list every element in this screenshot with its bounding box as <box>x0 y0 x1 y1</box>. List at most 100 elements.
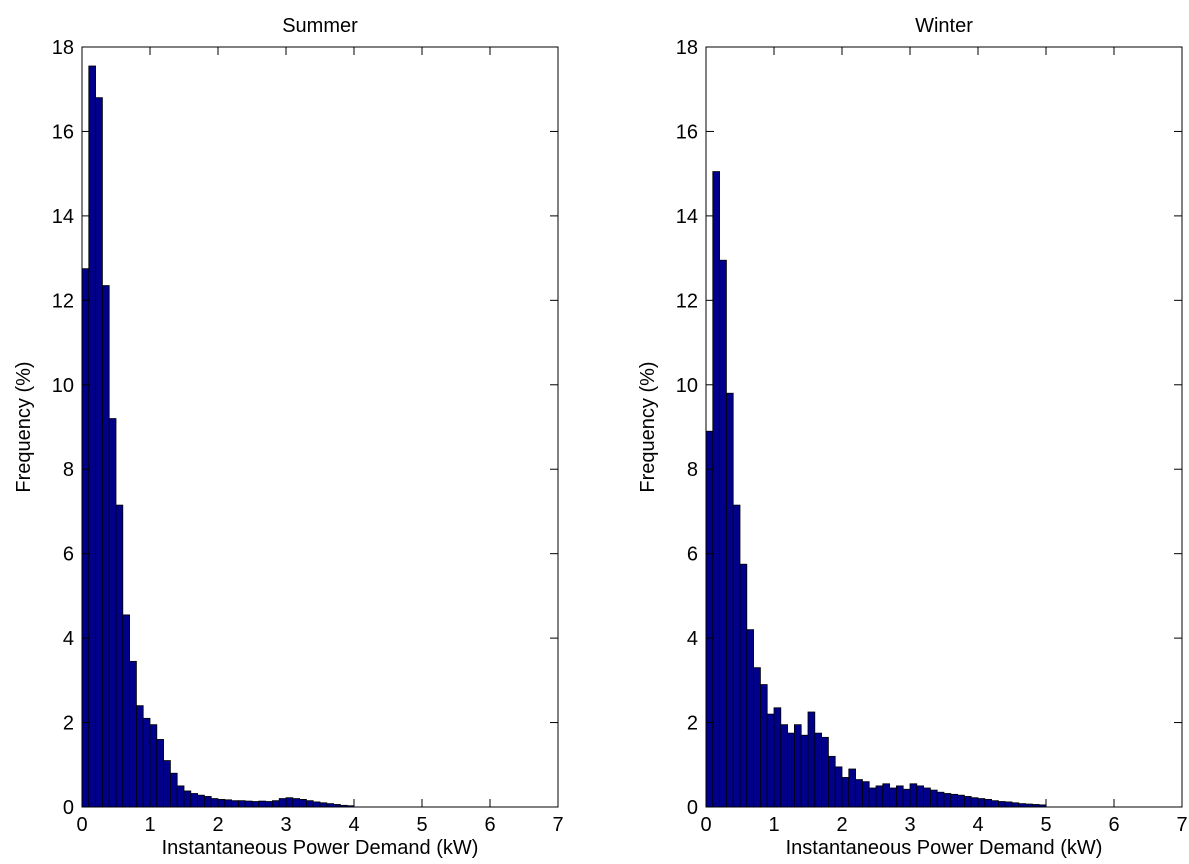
winter-bar <box>794 724 802 808</box>
winter-bar <box>916 785 924 808</box>
winter-xtick-label: 6 <box>1108 814 1119 836</box>
summer-bar <box>285 797 294 808</box>
summer-bar <box>169 772 178 808</box>
summer-bar <box>108 418 117 808</box>
winter-ytick-label: 12 <box>676 290 698 312</box>
summer-bar <box>292 798 300 808</box>
winter-bar <box>1011 802 1020 808</box>
winter-bar <box>977 798 986 808</box>
winter-bar <box>787 732 795 808</box>
winter-bar <box>896 785 904 808</box>
winter-ytick-label: 2 <box>687 713 698 735</box>
summer-title: Summer <box>282 15 358 37</box>
winter-bar <box>739 563 748 808</box>
winter-bar <box>773 707 782 808</box>
summer-bar <box>135 705 144 808</box>
summer-bar <box>312 801 321 808</box>
winter-bar <box>862 781 870 808</box>
winter-xtick-label: 0 <box>700 814 711 836</box>
summer-xlabel: Instantaneous Power Demand (kW) <box>162 837 479 859</box>
winter-bar <box>882 783 890 808</box>
summer-xtick-label: 3 <box>280 814 291 836</box>
summer-bar <box>102 285 110 808</box>
winter-bar <box>746 629 754 808</box>
winter-bar <box>753 667 761 808</box>
summer-bar <box>149 724 158 808</box>
summer-ytick-label: 14 <box>52 206 74 228</box>
summer-bar <box>88 65 97 808</box>
winter-ytick-label: 6 <box>687 544 698 566</box>
winter-xlabel: Instantaneous Power Demand (kW) <box>786 837 1103 859</box>
summer-histogram: 0 1 2 3 4 5 6 7024681012141618SummerInstantaneo… <box>13 15 564 859</box>
winter-bar <box>923 787 931 808</box>
winter-bar <box>950 793 958 808</box>
winter-histogram: 0 1 2 3 4 5 6 7024681012141618WinterInstantaneo… <box>637 15 1188 859</box>
summer-bar <box>305 800 314 808</box>
summer-bar <box>156 739 165 808</box>
summer-bar <box>326 803 334 808</box>
winter-ytick-label: 14 <box>676 206 698 228</box>
winter-ytick-label: 16 <box>676 121 698 143</box>
summer-bar <box>217 799 226 808</box>
summer-bar <box>115 504 124 808</box>
summer-bar <box>129 660 137 808</box>
summer-ytick-label: 18 <box>52 37 74 59</box>
winter-xtick-label: 3 <box>904 814 915 836</box>
winter-bar <box>998 801 1006 808</box>
summer-bar <box>210 798 219 808</box>
winter-ytick-label: 0 <box>687 797 698 819</box>
winter-bar <box>834 766 843 808</box>
winter-xtick-label: 5 <box>1040 814 1051 836</box>
winter-bar <box>936 791 945 808</box>
winter-bar <box>902 788 911 808</box>
summer-ytick-label: 4 <box>63 628 74 650</box>
summer-bar <box>265 801 273 808</box>
winter-bar <box>875 785 884 808</box>
summer-bar <box>251 801 260 808</box>
summer-bar <box>183 790 192 808</box>
summer-ytick-label: 10 <box>52 375 74 397</box>
summer-ytick-label: 12 <box>52 290 74 312</box>
winter-ytick-label: 10 <box>676 375 698 397</box>
summer-bar <box>163 760 171 808</box>
summer-xtick-label: 2 <box>212 814 223 836</box>
winter-bar <box>943 793 952 808</box>
summer-bar <box>176 785 185 808</box>
summer-xtick-label: 1 <box>144 814 155 836</box>
winter-bar <box>841 777 850 808</box>
summer-ytick-label: 8 <box>63 459 74 481</box>
winter-bar <box>1004 801 1013 808</box>
winter-bar <box>889 787 897 808</box>
summer-ylabel: Frequency (%) <box>13 361 35 492</box>
winter-ylabel: Frequency (%) <box>637 361 659 492</box>
winter-axes-box <box>705 46 1183 808</box>
summer-ytick-label: 2 <box>63 713 74 735</box>
summer-bar <box>224 799 233 808</box>
winter-bar <box>726 392 734 808</box>
summer-xtick-label: 0 <box>76 814 87 836</box>
summer-bar <box>142 717 151 808</box>
winter-bar <box>855 779 863 808</box>
winter-bar <box>760 684 768 808</box>
winter-xtick-label: 1 <box>768 814 779 836</box>
winter-bar <box>712 171 720 808</box>
summer-ytick-label: 16 <box>52 121 74 143</box>
summer-bar <box>237 800 246 808</box>
winter-bar <box>732 504 741 808</box>
winter-bar <box>705 430 714 808</box>
winter-bar <box>766 713 775 808</box>
winter-bar <box>807 711 816 808</box>
winter-bar <box>957 794 965 808</box>
winter-bar <box>821 736 829 808</box>
summer-bar <box>231 800 239 808</box>
summer-xtick-label: 4 <box>348 814 359 836</box>
winter-bar <box>970 797 979 808</box>
winter-bar <box>800 734 809 808</box>
summer-bar <box>122 614 131 808</box>
winter-xtick-label: 2 <box>836 814 847 836</box>
winter-bar <box>1018 803 1026 808</box>
summer-axes-box <box>81 46 559 808</box>
summer-bar <box>190 793 199 808</box>
winter-bar <box>828 755 836 808</box>
